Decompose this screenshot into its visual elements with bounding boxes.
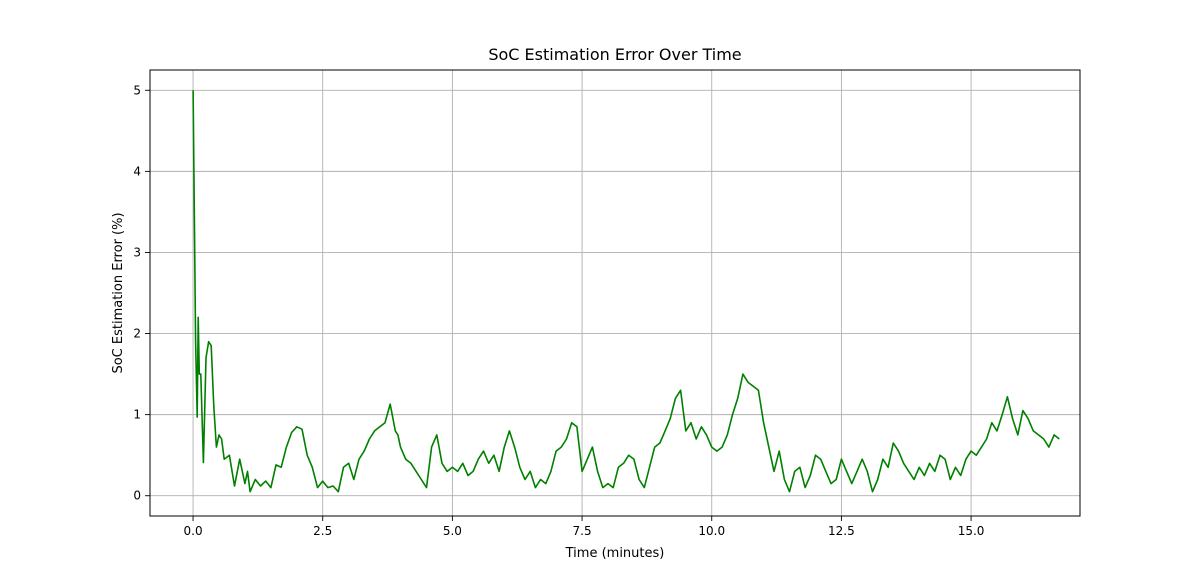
series-line: [192, 90, 1060, 493]
grid-layer: [150, 70, 1080, 516]
y-tick-label: 4: [133, 164, 141, 178]
y-tick-label: 5: [133, 83, 141, 97]
x-tick-label: 7.5: [573, 524, 592, 538]
y-tick-label: 3: [133, 245, 141, 259]
plot-frame: [149, 69, 1081, 517]
series-layer: [192, 90, 1060, 493]
x-tick-label: 12.5: [828, 524, 855, 538]
x-tick-label: 15.0: [958, 524, 985, 538]
x-axis-label: Time (minutes): [565, 546, 665, 561]
tick-layer: 0.0 2.5 5.0 7.5 10.0 12.5 15.0 0 1 2 3 4 5: [133, 83, 984, 538]
y-axis-label: SoC Estimation Error (%): [111, 212, 126, 373]
y-tick-label: 0: [133, 489, 141, 503]
y-tick-label: 2: [133, 327, 141, 341]
x-tick-label: 5.0: [443, 524, 462, 538]
y-tick-label: 1: [133, 408, 141, 422]
x-tick-label: 10.0: [698, 524, 725, 538]
chart-title: SoC Estimation Error Over Time: [488, 45, 741, 64]
x-tick-label: 0.0: [184, 524, 203, 538]
x-tick-label: 2.5: [313, 524, 332, 538]
